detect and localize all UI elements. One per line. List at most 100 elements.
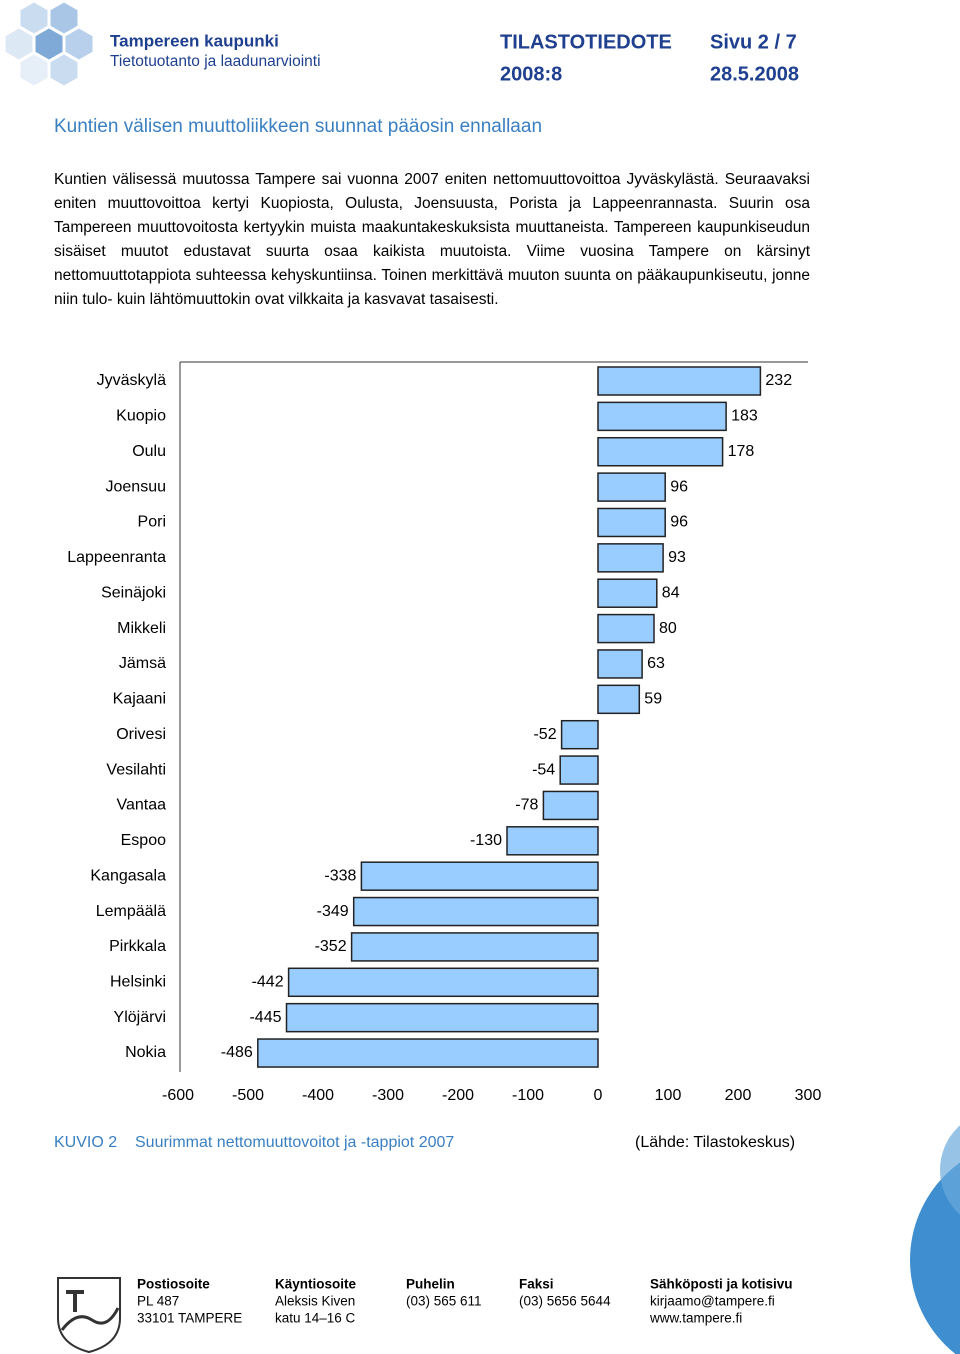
value-label: 183 [731, 408, 758, 425]
caption-label: KUVIO 2 [54, 1134, 117, 1151]
y-tick-label: Nokia [125, 1044, 166, 1061]
bar [352, 896, 599, 927]
x-tick-label: -600 [162, 1087, 194, 1104]
footer-heading: Postiosoite [137, 1277, 210, 1292]
bar [506, 826, 599, 856]
caption-source: (Lähde: Tilastokeskus) [635, 1134, 795, 1151]
y-tick-label: Jyväskylä [97, 372, 166, 389]
value-label: 63 [647, 655, 665, 672]
y-tick-label: Kajaani [113, 691, 166, 708]
body-text: Kuntien välisessä muutossa Tampere sai v… [54, 171, 810, 308]
bar [287, 967, 599, 998]
y-tick-label: Oulu [132, 443, 166, 460]
y-tick-label: Pirkkala [109, 938, 166, 955]
corner-decoration [910, 1125, 960, 1354]
date: 28.5.2008 [710, 63, 799, 85]
value-label: -338 [324, 867, 356, 884]
value-label: -130 [470, 832, 502, 849]
issue: 2008:8 [500, 63, 562, 85]
x-tick-label: 0 [594, 1087, 603, 1104]
footer-line: katu 14–16 C [275, 1311, 356, 1326]
footer-heading: Käyntiosoite [275, 1277, 357, 1292]
footer: Postiosoite PL 487 33101 TAMPERE Käyntiosoi… [137, 1277, 793, 1326]
y-tick-label: Espoo [121, 832, 166, 849]
value-label: 80 [659, 620, 677, 637]
bar [597, 507, 666, 538]
y-tick-label: Helsinki [110, 974, 166, 991]
bar [597, 613, 655, 644]
value-label: -349 [317, 903, 349, 920]
unit: Tietotuotanto ja laadunarviointi [110, 53, 321, 70]
x-tick-label: -200 [442, 1087, 474, 1104]
crest [57, 1277, 121, 1354]
bar [257, 1038, 599, 1068]
footer-line: (03) 565 611 [406, 1294, 482, 1309]
y-tick-label: Ylöjärvi [114, 1009, 166, 1026]
value-label: 232 [765, 372, 792, 389]
value-label: 93 [668, 549, 686, 566]
chart: -600 -500 -400 -300 -200 -100 0 100 200 300 Jyväsk… [67, 361, 822, 1104]
y-tick-label: Kuopio [116, 408, 166, 425]
bar [597, 543, 664, 573]
y-tick-label: Joensuu [106, 478, 167, 495]
bar [597, 649, 643, 679]
y-tick-label: Jämsä [119, 655, 166, 672]
value-label: -78 [515, 797, 538, 814]
value-label: -54 [532, 761, 555, 778]
y-tick-label: Lappeenranta [67, 549, 166, 566]
bar [285, 1002, 599, 1033]
value-label: 96 [670, 514, 688, 531]
y-tick-label: Seinäjoki [101, 584, 166, 601]
doc-type: TILASTOTIEDOTE [500, 31, 672, 53]
bar [597, 472, 666, 502]
value-label: -442 [252, 974, 284, 991]
bar [597, 578, 658, 608]
bar [597, 401, 727, 432]
x-tick-label: -500 [232, 1087, 264, 1104]
footer-line: 33101 TAMPERE [137, 1311, 242, 1326]
value-label: 84 [662, 584, 680, 601]
bar [559, 755, 599, 785]
x-tick-label: -300 [372, 1087, 404, 1104]
footer-line: (03) 5656 5644 [519, 1294, 611, 1309]
y-tick-label: Pori [138, 514, 166, 531]
bar [597, 366, 762, 396]
bar [542, 790, 599, 821]
footer-line: kirjaamo@tampere.fi [650, 1294, 775, 1309]
page-number: Sivu 2 / 7 [710, 31, 797, 53]
y-tick-label: Lempäälä [96, 903, 166, 920]
y-tick-label: Orivesi [116, 726, 166, 743]
value-label: -445 [249, 1009, 281, 1026]
value-label: 178 [728, 443, 755, 460]
caption-title: Suurimmat nettomuuttovoitot ja -tappiot … [135, 1134, 454, 1151]
footer-heading: Faksi [519, 1277, 554, 1292]
value-label: -52 [533, 726, 556, 743]
bar [360, 861, 599, 891]
footer-heading: Sähköposti ja kotisivu [650, 1277, 793, 1292]
footer-line: www.tampere.fi [649, 1311, 742, 1326]
footer-line: PL 487 [137, 1294, 179, 1309]
x-tick-label: 300 [795, 1087, 822, 1104]
x-tick-label: -100 [512, 1087, 544, 1104]
x-tick-label: 100 [655, 1087, 682, 1104]
footer-line: Aleksis Kiven [275, 1294, 355, 1309]
value-label: 59 [644, 691, 662, 708]
bar [560, 719, 599, 750]
heading: Kuntien välisen muuttoliikkeen suunnat p… [54, 116, 542, 137]
org: Tampereen kaupunki [110, 31, 279, 50]
value-label: -352 [315, 938, 347, 955]
bar [350, 932, 599, 962]
value-label: 96 [670, 478, 688, 495]
y-tick-label: Kangasala [90, 867, 166, 884]
bar [597, 436, 724, 467]
x-tick-label: -400 [302, 1087, 334, 1104]
x-tick-label: 200 [725, 1087, 752, 1104]
y-tick-label: Mikkeli [117, 620, 166, 637]
value-label: -486 [221, 1044, 253, 1061]
logo [4, 1, 94, 87]
footer-heading: Puhelin [406, 1277, 455, 1292]
y-tick-label: Vesilahti [106, 761, 166, 778]
y-tick-label: Vantaa [116, 797, 166, 814]
